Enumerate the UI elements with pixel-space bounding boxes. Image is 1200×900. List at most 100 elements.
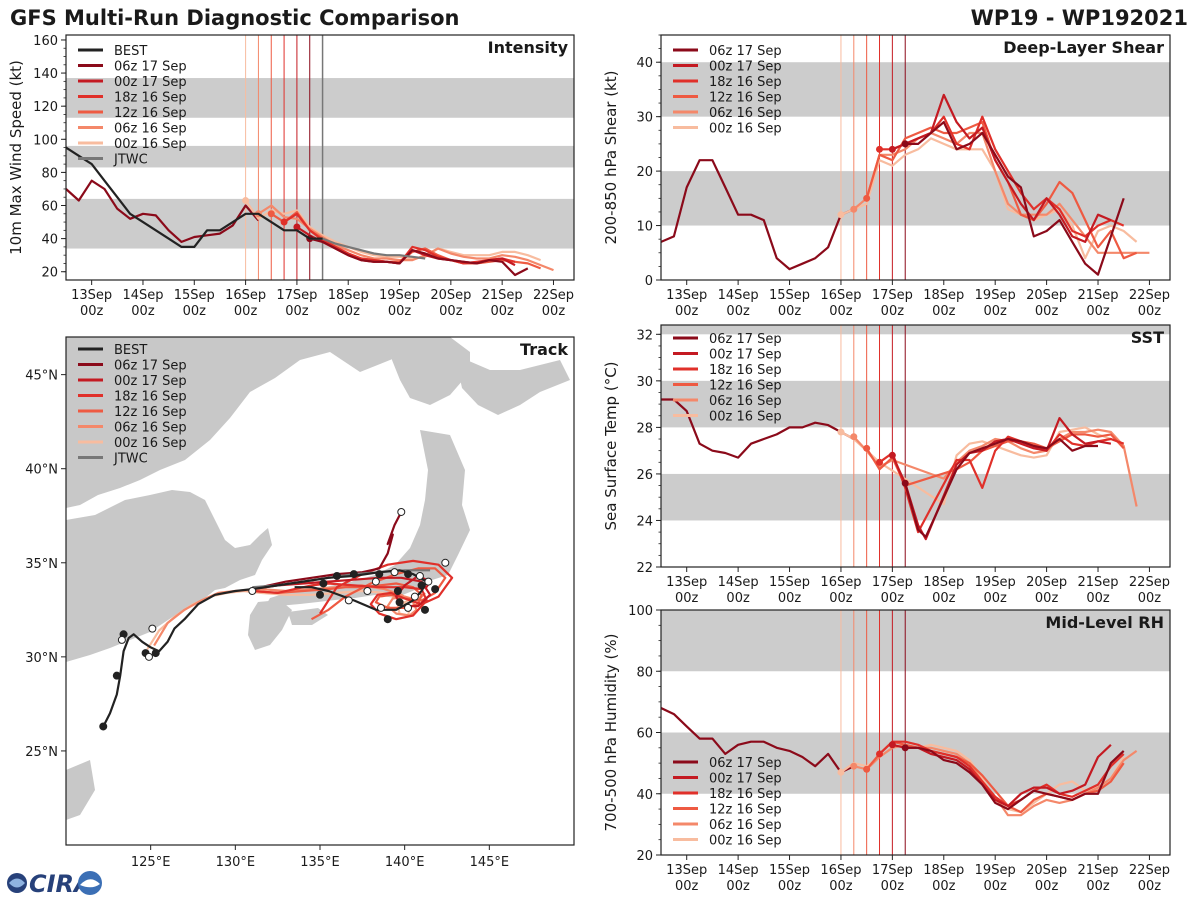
run-start-marker bbox=[888, 145, 896, 153]
track-position-marker bbox=[349, 570, 358, 579]
x-tick-hour: 00z bbox=[285, 304, 309, 319]
x-tick-hour: 00z bbox=[829, 304, 853, 319]
run-start-marker bbox=[850, 205, 858, 213]
x-tick-date: 16Sep bbox=[225, 288, 266, 303]
korean-peninsula bbox=[148, 495, 220, 585]
track-position-marker bbox=[99, 722, 108, 731]
plot-area bbox=[661, 325, 1170, 567]
intensity-panel: 2040608010012014016013Sep00z14Sep00z15Se… bbox=[7, 34, 575, 319]
legend-label: 06z 16 Sep bbox=[114, 421, 187, 436]
y-tick-label: 100 bbox=[33, 133, 58, 148]
sst-panel: 22242628303213Sep00z14Sep00z15Sep00z16Se… bbox=[602, 324, 1171, 606]
legend-label: BEST bbox=[114, 343, 147, 358]
lat-tick-label: 35°N bbox=[25, 557, 58, 572]
x-tick-date: 22Sep bbox=[533, 288, 574, 303]
y-tick-label: 0 bbox=[645, 274, 653, 289]
shikoku bbox=[288, 608, 328, 625]
track-position-marker bbox=[393, 587, 402, 595]
x-tick-hour: 00z bbox=[183, 304, 207, 319]
x-tick-date: 21Sep bbox=[1077, 863, 1118, 878]
x-tick-hour: 00z bbox=[932, 304, 956, 319]
lat-tick-label: 45°N bbox=[25, 369, 58, 384]
x-tick-hour: 00z bbox=[234, 304, 258, 319]
x-tick-hour: 00z bbox=[1035, 304, 1059, 319]
x-tick-hour: 00z bbox=[984, 591, 1008, 606]
run-start-marker bbox=[293, 223, 301, 231]
track-position-marker bbox=[390, 568, 399, 577]
run-start-marker bbox=[242, 197, 250, 205]
series-line bbox=[309, 237, 529, 277]
y-tick-label: 30 bbox=[636, 375, 653, 390]
x-tick-hour: 00z bbox=[726, 879, 750, 894]
x-tick-date: 15Sep bbox=[769, 575, 810, 590]
legend-label: JTWC bbox=[113, 452, 148, 467]
track-position-marker bbox=[319, 579, 328, 588]
x-tick-hour: 00z bbox=[984, 304, 1008, 319]
run-start-marker bbox=[863, 444, 871, 452]
x-tick-date: 14Sep bbox=[718, 288, 759, 303]
panel-title: Track bbox=[520, 340, 568, 359]
plot-area bbox=[661, 610, 1170, 855]
series-line bbox=[892, 743, 1112, 808]
legend-label: 00z 16 Sep bbox=[114, 137, 187, 152]
legend-label: 18z 16 Sep bbox=[709, 75, 782, 90]
track-position-marker bbox=[151, 649, 160, 658]
x-tick-date: 22Sep bbox=[1129, 863, 1170, 878]
run-start-marker bbox=[850, 762, 858, 770]
track-position-marker bbox=[415, 571, 424, 580]
run-start-marker bbox=[850, 433, 858, 441]
legend-label: 18z 16 Sep bbox=[114, 390, 187, 405]
x-tick-hour: 00z bbox=[1086, 591, 1110, 606]
x-tick-date: 21Sep bbox=[482, 288, 523, 303]
series-line bbox=[840, 137, 1138, 260]
x-tick-date: 19Sep bbox=[975, 288, 1016, 303]
x-tick-date: 16Sep bbox=[820, 575, 861, 590]
y-tick-label: 160 bbox=[33, 34, 58, 49]
series-line bbox=[852, 428, 1138, 507]
pre-run-line bbox=[66, 179, 260, 243]
x-tick-hour: 00z bbox=[675, 879, 699, 894]
x-tick-date: 19Sep bbox=[379, 288, 420, 303]
x-tick-date: 17Sep bbox=[872, 863, 913, 878]
track-position-marker bbox=[404, 570, 413, 579]
track-position-marker bbox=[395, 598, 404, 607]
pre-run-line bbox=[661, 707, 855, 774]
lon-tick-label: 140°E bbox=[385, 855, 425, 870]
y-tick-label: 80 bbox=[41, 166, 58, 181]
y-tick-label: 40 bbox=[41, 233, 58, 248]
legend-label: 00z 16 Sep bbox=[709, 122, 782, 137]
y-axis-label: Sea Surface Temp (°C) bbox=[602, 361, 620, 530]
panel-title: Deep-Layer Shear bbox=[1003, 38, 1164, 57]
x-tick-hour: 00z bbox=[337, 304, 361, 319]
x-tick-date: 15Sep bbox=[174, 288, 215, 303]
track-position-marker bbox=[420, 605, 429, 614]
pre-run-line bbox=[661, 398, 855, 459]
series-line bbox=[853, 131, 1150, 254]
y-tick-label: 26 bbox=[636, 468, 653, 483]
forecast-track-line bbox=[260, 511, 403, 589]
sakhalin bbox=[390, 337, 470, 405]
x-tick-hour: 00z bbox=[881, 879, 905, 894]
y-tick-label: 60 bbox=[636, 727, 653, 742]
track-position-marker bbox=[383, 615, 392, 624]
map-area bbox=[66, 337, 570, 820]
y-tick-label: 40 bbox=[636, 788, 653, 803]
legend-label: 06z 16 Sep bbox=[709, 394, 782, 409]
x-tick-hour: 00z bbox=[932, 879, 956, 894]
x-tick-hour: 00z bbox=[881, 591, 905, 606]
x-tick-hour: 00z bbox=[984, 879, 1008, 894]
logo-cloud-icon bbox=[80, 879, 100, 888]
legend-label: 00z 17 Sep bbox=[114, 75, 187, 90]
figure-title: GFS Multi-Run Diagnostic Comparison bbox=[10, 6, 459, 30]
legend-label: BEST bbox=[114, 44, 147, 59]
legend-label: 12z 16 Sep bbox=[709, 803, 782, 818]
x-tick-date: 20Sep bbox=[1026, 288, 1067, 303]
x-tick-hour: 00z bbox=[131, 304, 155, 319]
y-axis-label: 200-850 hPa Shear (kt) bbox=[602, 71, 620, 245]
x-tick-hour: 00z bbox=[1035, 879, 1059, 894]
x-tick-hour: 00z bbox=[1035, 591, 1059, 606]
x-tick-date: 18Sep bbox=[923, 575, 964, 590]
